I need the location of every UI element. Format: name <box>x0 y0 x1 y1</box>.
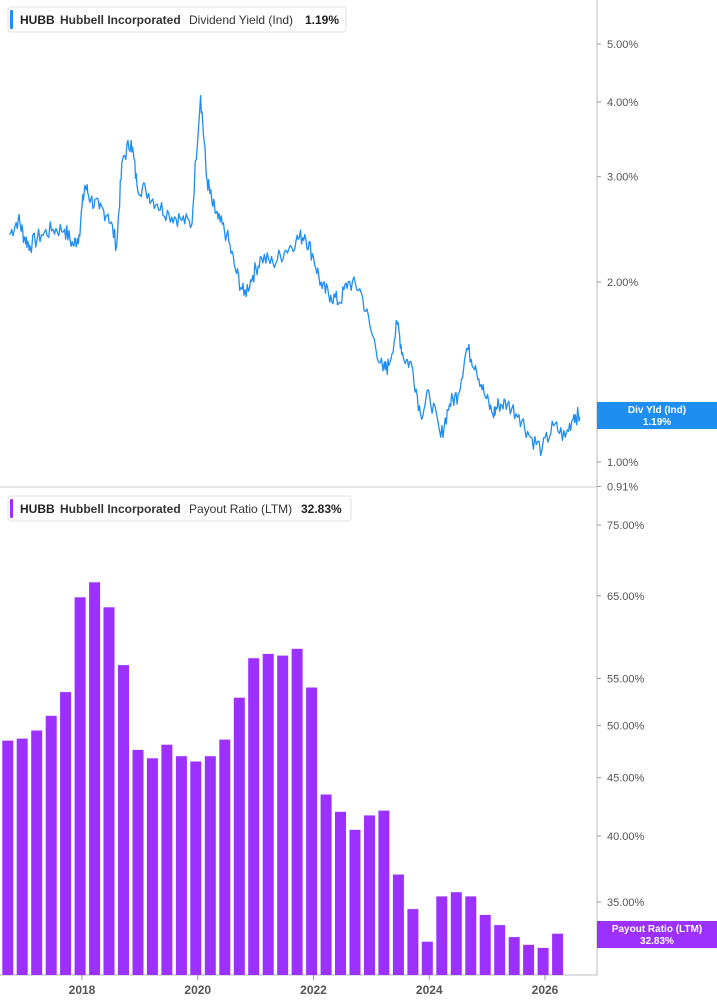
yield-tick-label: 2.00% <box>607 277 638 289</box>
yield-legend: HUBB Hubbell Incorporated Dividend Yield… <box>7 6 347 33</box>
yield-flag-box <box>597 402 717 429</box>
yield-tick-label: 3.00% <box>607 172 638 184</box>
payout-ratio-panel: 75.00% 65.00% 55.00% 50.00% 45.00% 40.00% 35.0… <box>2 495 717 975</box>
payout-legend-swatch <box>10 499 13 518</box>
dividend-yield-panel: 5.00% 4.00% 3.00% 2.00% 1.00% 0.91% HUBB Hubb… <box>7 6 717 493</box>
payout-bar <box>537 947 549 975</box>
payout-tick-label: 35.00% <box>607 897 645 909</box>
payout-bar <box>161 744 173 975</box>
payout-bar <box>31 730 43 975</box>
payout-bar <box>291 648 303 975</box>
payout-bar <box>523 944 535 975</box>
x-tick-label: 2024 <box>416 983 443 997</box>
payout-bar <box>392 874 404 975</box>
payout-bar <box>277 655 289 975</box>
payout-bar <box>479 914 491 975</box>
yield-legend-box <box>7 6 347 33</box>
payout-bar <box>146 758 158 975</box>
payout-bar <box>204 756 216 975</box>
yield-flag-value: 1.19% <box>643 417 671 428</box>
payout-bar <box>219 739 231 975</box>
payout-tick-label: 45.00% <box>607 773 645 785</box>
payout-bar <box>378 810 390 975</box>
payout-bar <box>16 738 28 975</box>
payout-flag-value: 32.83% <box>640 936 674 947</box>
payout-tick-label: 75.00% <box>607 520 645 532</box>
payout-legend-metric: Payout Ratio (LTM) <box>189 502 292 516</box>
yield-legend-company: Hubbell Incorporated <box>60 13 181 27</box>
payout-flag-box <box>597 921 717 948</box>
payout-bar <box>552 933 564 975</box>
payout-legend-company: Hubbell Incorporated <box>60 502 181 516</box>
dividend-yield-line <box>9 94 581 457</box>
payout-tick-label: 40.00% <box>607 831 645 843</box>
payout-bar <box>436 896 448 975</box>
payout-bar <box>248 658 260 975</box>
payout-bar <box>45 715 57 975</box>
payout-bar <box>233 697 245 975</box>
payout-legend: HUBB Hubbell Incorporated Payout Ratio (… <box>7 495 352 522</box>
payout-bars <box>2 582 564 975</box>
payout-tick-label: 65.00% <box>607 591 645 603</box>
x-tick-label: 2022 <box>300 983 327 997</box>
payout-axis-ticks: 75.00% 65.00% 55.00% 50.00% 45.00% 40.00% 35.0… <box>597 520 645 909</box>
yield-value-flag: Div Yld (Ind) 1.19% <box>597 402 717 429</box>
x-tick-label: 2018 <box>69 983 96 997</box>
payout-bar <box>306 687 318 975</box>
yield-legend-swatch <box>10 10 13 29</box>
payout-bar <box>190 761 202 975</box>
yield-legend-ticker: HUBB <box>20 13 55 27</box>
payout-tick-label: 50.00% <box>607 721 645 733</box>
yield-flag-label: Div Yld (Ind) <box>628 405 686 416</box>
payout-bar <box>320 794 332 975</box>
yield-tick-label: 1.00% <box>607 457 638 469</box>
payout-bar <box>175 756 187 975</box>
payout-bar <box>262 653 274 975</box>
payout-legend-box <box>7 495 352 522</box>
payout-bar <box>364 815 375 975</box>
payout-bar <box>450 892 462 975</box>
payout-bar <box>89 582 101 975</box>
x-tick-label: 2026 <box>532 983 559 997</box>
payout-bar <box>465 896 477 975</box>
payout-bar <box>349 829 361 975</box>
yield-axis-ticks: 5.00% 4.00% 3.00% 2.00% 1.00% 0.91% <box>597 39 638 493</box>
x-tick-label: 2020 <box>184 983 211 997</box>
yield-tick-label: 4.00% <box>607 97 638 109</box>
payout-bar <box>508 937 520 975</box>
payout-value-flag: Payout Ratio (LTM) 32.83% <box>597 921 717 948</box>
yield-tick-label: 0.91% <box>607 481 638 493</box>
payout-flag-label: Payout Ratio (LTM) <box>612 924 702 935</box>
payout-bar <box>421 941 433 975</box>
yield-tick-label: 5.00% <box>607 39 638 51</box>
payout-bar <box>2 740 14 975</box>
payout-legend-value: 32.83% <box>301 502 342 516</box>
x-axis-ticks: 2018 2020 2022 2024 2026 <box>69 975 559 997</box>
payout-bar <box>118 665 129 975</box>
payout-legend-ticker: HUBB <box>20 502 55 516</box>
payout-bar <box>60 692 72 975</box>
payout-bar <box>103 607 115 975</box>
yield-legend-value: 1.19% <box>305 13 339 27</box>
yield-legend-metric: Dividend Yield (Ind) <box>189 13 293 27</box>
payout-bar <box>132 749 144 975</box>
payout-bar <box>74 597 86 975</box>
payout-bar <box>494 925 506 975</box>
payout-bar <box>335 811 346 975</box>
payout-tick-label: 55.00% <box>607 673 645 685</box>
payout-bar <box>407 909 419 975</box>
